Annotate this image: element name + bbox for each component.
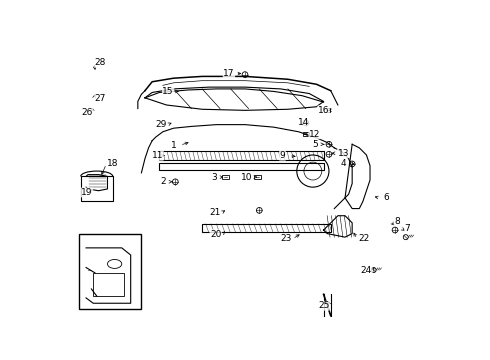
Text: 29: 29 [155, 120, 167, 129]
Text: 14: 14 [298, 118, 310, 127]
Bar [93, 273, 123, 296]
Text: 1: 1 [171, 141, 176, 150]
Text: 3: 3 [212, 173, 218, 182]
Text: 8: 8 [394, 217, 400, 226]
Bar [202, 224, 331, 232]
Bar [81, 176, 113, 202]
Text: 19: 19 [81, 188, 93, 197]
Text: 7: 7 [405, 224, 411, 233]
Text: 17: 17 [223, 69, 235, 78]
Text: 21: 21 [209, 208, 221, 217]
Text: 23: 23 [280, 234, 292, 243]
Text: 20: 20 [210, 230, 221, 239]
Text: 4: 4 [341, 159, 346, 168]
Text: 22: 22 [358, 234, 369, 243]
Text: 9: 9 [280, 151, 285, 160]
Text: 15: 15 [163, 87, 174, 96]
Text: 24: 24 [361, 266, 372, 275]
Text: 28: 28 [95, 58, 106, 67]
Text: 12: 12 [309, 130, 320, 139]
Text: 11: 11 [152, 151, 163, 160]
Bar [79, 234, 142, 309]
Bar [254, 175, 261, 179]
Text: 25: 25 [318, 301, 329, 310]
Bar [159, 152, 323, 160]
Bar [324, 108, 330, 112]
Bar [222, 175, 228, 179]
Text: 27: 27 [95, 94, 106, 103]
Text: 10: 10 [241, 173, 252, 182]
Text: 18: 18 [107, 159, 119, 168]
Bar [302, 132, 309, 136]
Bar [159, 163, 323, 170]
Text: 6: 6 [383, 193, 389, 202]
Text: 5: 5 [312, 140, 318, 149]
Text: 2: 2 [160, 177, 166, 186]
Text: 16: 16 [318, 106, 329, 115]
Text: 13: 13 [338, 149, 349, 158]
Text: 26: 26 [81, 108, 93, 117]
